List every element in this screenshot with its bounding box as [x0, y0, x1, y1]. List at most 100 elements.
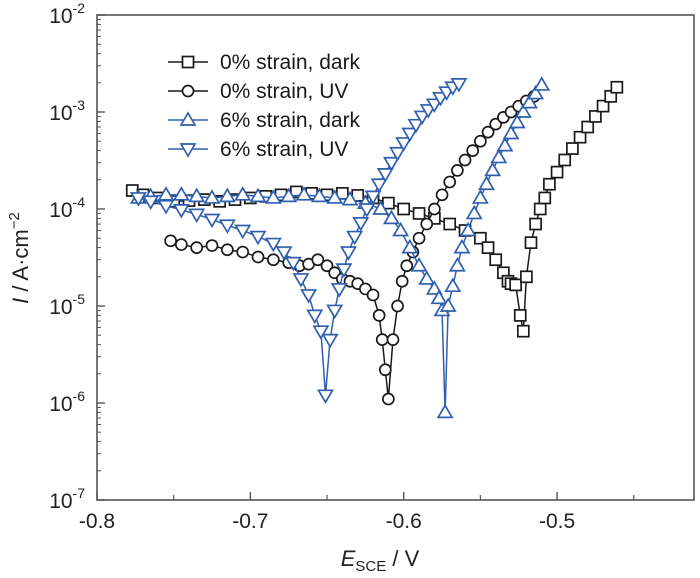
data-point: [474, 134, 487, 148]
x-tick-label: -0.8: [79, 510, 115, 533]
series-2: [129, 76, 551, 419]
data-point: [335, 263, 353, 278]
y-tick-exp: -4: [73, 194, 86, 210]
data-point: [524, 236, 538, 249]
data-point: [264, 237, 282, 253]
data-point: [466, 144, 480, 157]
data-point: [458, 153, 472, 167]
data-point: [218, 187, 236, 203]
data-point: [581, 120, 595, 134]
data-point: [596, 99, 610, 113]
data-point: [203, 189, 221, 204]
data-point: [391, 299, 404, 313]
data-point: [251, 250, 265, 264]
data-point: [203, 213, 221, 229]
data-point: [413, 110, 431, 126]
data-point: [489, 253, 503, 267]
data-point: [502, 124, 520, 140]
data-point: [129, 192, 147, 207]
legend-marker: [179, 111, 197, 126]
legend-label: 0% strain, UV: [220, 80, 348, 103]
data-point: [364, 190, 382, 206]
data-point: [425, 98, 443, 114]
data-point: [516, 324, 530, 338]
data-point: [436, 403, 454, 419]
data-point: [188, 208, 206, 224]
plot-frame: [96, 14, 695, 501]
y-tick-label: 10-7: [49, 485, 85, 513]
data-point: [407, 118, 425, 134]
data-point: [520, 270, 533, 284]
data-point: [157, 186, 175, 201]
x-axis-label: ESCE / V: [341, 546, 420, 575]
legend-item: 0% strain, UV: [168, 80, 348, 103]
data-point: [474, 231, 487, 245]
data-point: [451, 164, 464, 177]
data-point: [459, 221, 477, 237]
data-point: [389, 146, 407, 162]
data-point: [508, 113, 526, 129]
data-point: [513, 309, 527, 322]
data-point: [428, 202, 441, 216]
data-point: [142, 195, 160, 211]
data-point: [589, 110, 602, 123]
y-axis: 10-210-310-410-510-610-7: [49, 0, 105, 513]
data-point: [610, 80, 624, 94]
series-1: [164, 89, 541, 406]
data-point: [443, 217, 457, 231]
x-axis-label-main: E: [341, 546, 356, 571]
data-point: [190, 241, 204, 254]
data-point: [439, 297, 457, 312]
x-axis-label-sub: SCE: [355, 558, 386, 575]
data-point: [317, 389, 334, 405]
y-tick-exp: -5: [73, 291, 86, 307]
data-point: [234, 186, 252, 201]
data-point: [412, 231, 426, 245]
x-tick-label: -0.7: [232, 510, 268, 533]
data-point: [205, 239, 219, 252]
legend-item: 6% strain, UV: [168, 138, 348, 161]
legend-label: 6% strain, dark: [220, 109, 361, 132]
y-tick-base: 10: [49, 102, 72, 125]
data-point: [430, 289, 448, 305]
data-point: [397, 202, 411, 216]
data-point: [275, 246, 293, 261]
data-point: [412, 207, 426, 220]
x-tick-label: -0.5: [539, 510, 575, 533]
data-point: [481, 125, 495, 139]
data-point: [320, 259, 334, 273]
y-tick-exp: -2: [73, 0, 86, 16]
data-point: [420, 217, 434, 231]
data-point: [425, 280, 443, 295]
data-point: [478, 175, 495, 191]
data-point: [410, 257, 428, 272]
y-tick-base: 10: [49, 296, 72, 319]
data-point: [533, 76, 551, 91]
series-3: [129, 78, 468, 405]
data-point: [444, 277, 462, 293]
y-tick-exp: -6: [73, 388, 86, 404]
data-point: [218, 219, 236, 234]
data-point: [236, 245, 250, 259]
data-point: [376, 168, 394, 183]
data-point: [566, 142, 579, 155]
data-point: [481, 241, 495, 254]
data-point: [311, 253, 325, 267]
data-point: [326, 189, 344, 204]
data-point: [496, 136, 514, 152]
legend-label: 6% strain, UV: [220, 138, 348, 161]
y-tick-label: 10-4: [49, 194, 85, 222]
data-point: [490, 148, 508, 164]
data-point: [378, 363, 392, 377]
data-point: [295, 186, 313, 201]
y-axis-label-rest: / A·cm: [8, 229, 33, 297]
data-point: [401, 238, 419, 254]
y-tick-label: 10-5: [49, 291, 85, 319]
data-point: [450, 78, 468, 93]
data-point: [172, 186, 190, 201]
data-point: [172, 204, 190, 219]
x-tick-label: -0.6: [386, 510, 422, 533]
y-tick-base: 10: [49, 490, 72, 513]
data-point: [310, 187, 328, 203]
